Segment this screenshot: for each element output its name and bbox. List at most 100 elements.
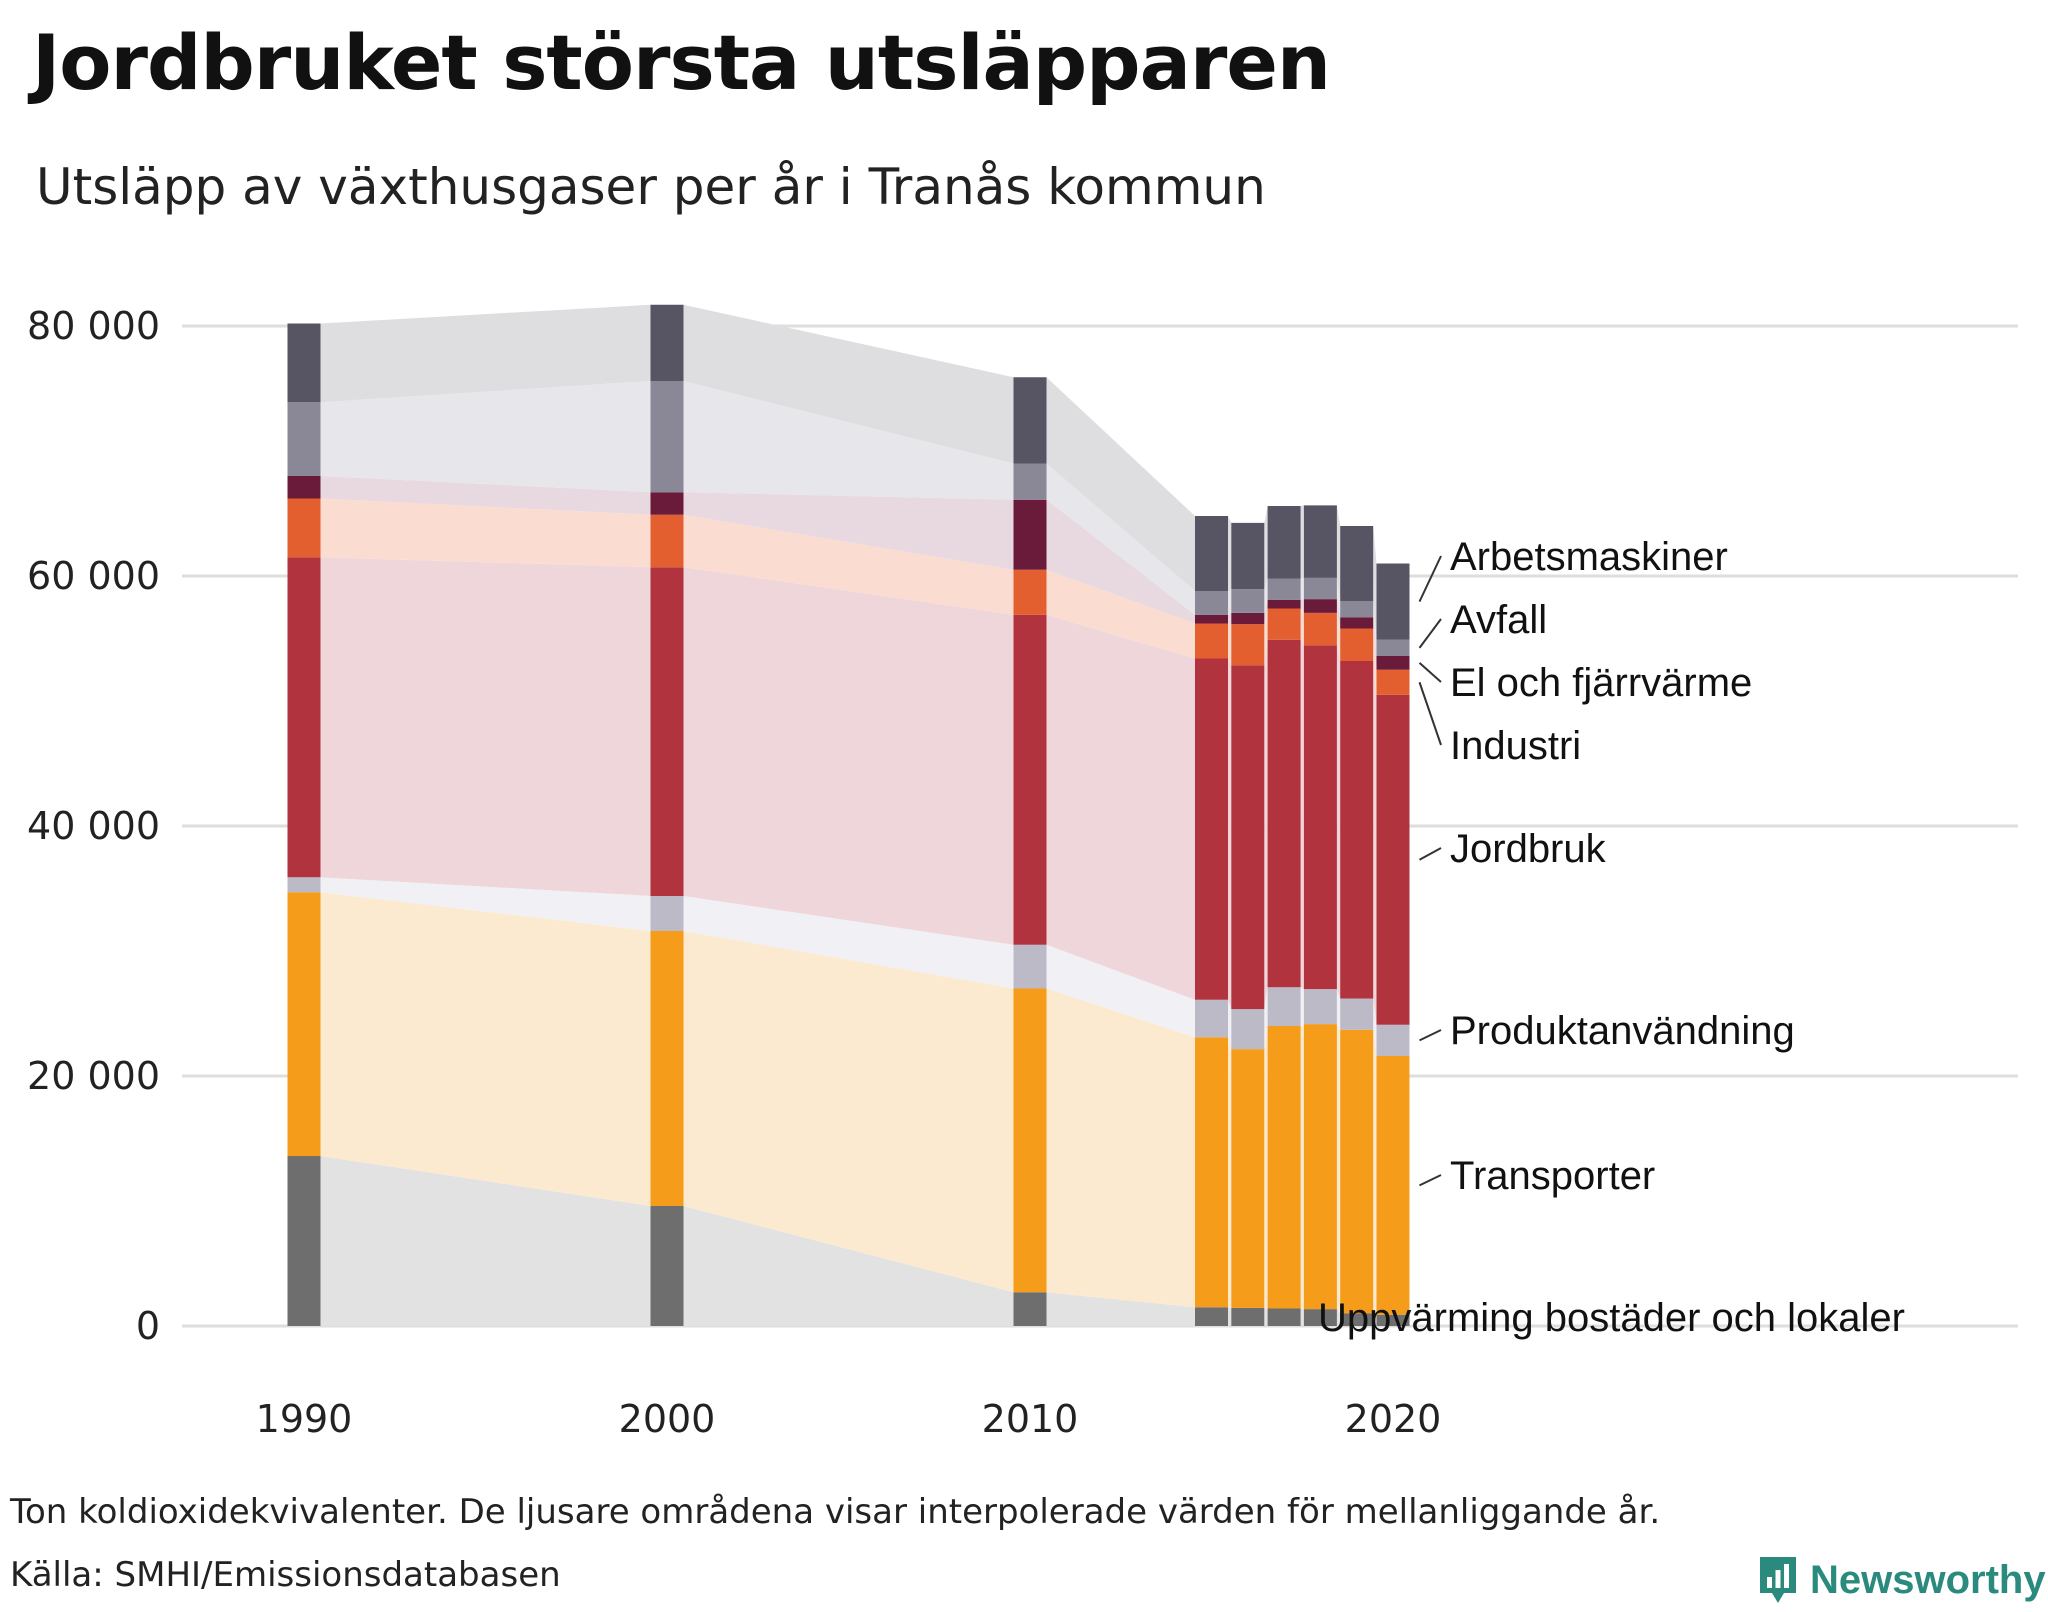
stacked-emissions-chart: 0 20 000 40 000 60 000 80 000 1990 2000 2010 202… — [27, 304, 2018, 1441]
interpolated-band — [1046, 1292, 1195, 1326]
chart-title: Jordbruket största utsläpparen — [32, 18, 1331, 107]
bar-segment — [287, 323, 321, 403]
interpolated-band — [1228, 623, 1232, 666]
bar-chart-icon — [1760, 1557, 1796, 1603]
interpolated-band — [1264, 987, 1268, 1050]
bar-segment — [1376, 563, 1410, 640]
bar-segment — [650, 514, 684, 568]
bar-segment — [1340, 1313, 1374, 1326]
bar-segment — [1231, 1009, 1265, 1050]
bar-segment — [1231, 522, 1265, 590]
interpolated-band — [1336, 505, 1341, 601]
interpolated-band — [320, 557, 651, 896]
bar-segment — [1267, 1308, 1301, 1326]
axis-labels: 0 20 000 40 000 60 000 80 000 1990 2000 2010 202… — [27, 304, 1441, 1441]
bars — [287, 304, 1410, 1326]
bar-segment — [1267, 1026, 1301, 1309]
legend-label: Transporter — [1450, 1154, 1655, 1198]
interpolated-band — [1046, 944, 1195, 1038]
bar-segment — [1376, 656, 1410, 670]
bar-segment — [1231, 665, 1265, 1010]
interpolated-band — [683, 896, 1014, 989]
bar-segment — [1303, 577, 1337, 600]
interpolated-band — [1228, 612, 1232, 625]
bar-segment — [1013, 377, 1047, 464]
x-tick-label: 2000 — [619, 1397, 716, 1441]
bar-segment — [1231, 1049, 1265, 1308]
interpolated-band — [1264, 578, 1268, 613]
bar-segment — [650, 381, 684, 493]
interpolated-band — [1264, 1307, 1268, 1326]
legend-label: Uppvärming bostäder och lokaler — [1318, 1296, 1905, 1340]
interpolated-band — [1373, 661, 1377, 1025]
bar-segment — [1013, 944, 1047, 989]
bar-segment — [1376, 639, 1410, 656]
interpolated-band — [1336, 599, 1341, 629]
legend: Uppvärming bostäder och lokaler Transport… — [1318, 535, 1905, 1340]
bar-segment — [1303, 599, 1337, 613]
bar-segment — [1013, 1292, 1047, 1326]
interpolated-band — [1300, 599, 1304, 613]
interpolated-band — [1373, 628, 1377, 695]
brand-name: Newsworthy — [1810, 1557, 2046, 1602]
legend-label: Avfall — [1450, 598, 1547, 642]
interpolated-band — [1336, 612, 1341, 661]
bar-segment — [1267, 506, 1301, 579]
bar-segment — [1231, 1307, 1265, 1326]
bar-segment — [1340, 661, 1374, 999]
interpolated-band — [320, 304, 651, 403]
bar-segment — [1303, 612, 1337, 646]
bar-segment — [287, 498, 321, 558]
newsworthy-logo[interactable]: Newsworthy — [1758, 1548, 2046, 1612]
bar-segment — [1303, 989, 1337, 1025]
interpolated-band — [1336, 1024, 1341, 1314]
bar-segment — [650, 931, 684, 1206]
bar-segment — [1267, 578, 1301, 600]
bar-segment — [1195, 516, 1228, 591]
interpolated-band — [683, 514, 1014, 615]
bar-segment — [1376, 694, 1410, 1025]
interpolated-band — [1373, 1313, 1377, 1326]
interpolated-band — [1046, 463, 1195, 615]
bar-segment — [1195, 623, 1228, 659]
source-line: Källa: SMHI/Emissionsdatabasen — [10, 1555, 561, 1595]
bar-segment — [1340, 1029, 1374, 1314]
bar-segment — [1267, 639, 1301, 988]
interpolated-band — [1373, 526, 1377, 640]
leader-line — [1419, 1174, 1442, 1187]
bar-segment — [1376, 669, 1410, 695]
interpolated-band — [1046, 988, 1195, 1308]
chart-subtitle: Utsläpp av växthusgaser per år i Tranås … — [36, 158, 1266, 216]
bar-segment — [1340, 628, 1374, 661]
interpolated-band — [320, 877, 651, 931]
bar-segment — [1195, 658, 1228, 1000]
interpolated-band — [1336, 989, 1341, 1030]
bar-segment — [650, 304, 684, 381]
interpolated-band — [683, 931, 1014, 1293]
bar-segment — [1376, 1056, 1410, 1315]
bar-segment — [650, 492, 684, 515]
bar-segment — [1013, 614, 1047, 945]
interpolated-band — [1373, 1029, 1377, 1315]
interpolated-band — [1300, 577, 1304, 600]
interpolated-band — [683, 304, 1014, 464]
interpolated-band — [320, 381, 651, 493]
y-tick-label: 0 — [136, 1304, 160, 1348]
bar-segment — [1013, 463, 1047, 500]
interpolated-band — [1264, 599, 1268, 625]
legend-label: Produktanvändning — [1450, 1009, 1795, 1053]
footnote: Ton koldioxidekvivalenter. De ljusare om… — [10, 1492, 1661, 1532]
bar-segment — [1340, 601, 1374, 618]
bar-segment — [1195, 591, 1228, 615]
bar-segment — [1340, 526, 1374, 601]
interpolated-band — [1300, 987, 1304, 1026]
bar-segment — [1376, 1024, 1410, 1056]
x-tick-label: 1990 — [256, 1397, 353, 1441]
x-tick-label: 2020 — [1345, 1397, 1442, 1441]
bar-segment — [1267, 599, 1301, 609]
y-tick-label: 20 000 — [27, 1054, 160, 1098]
interpolated-band — [1300, 639, 1304, 990]
bar-segment — [1303, 1024, 1337, 1310]
interpolated-band — [1046, 499, 1195, 624]
leader-line — [1418, 681, 1442, 746]
